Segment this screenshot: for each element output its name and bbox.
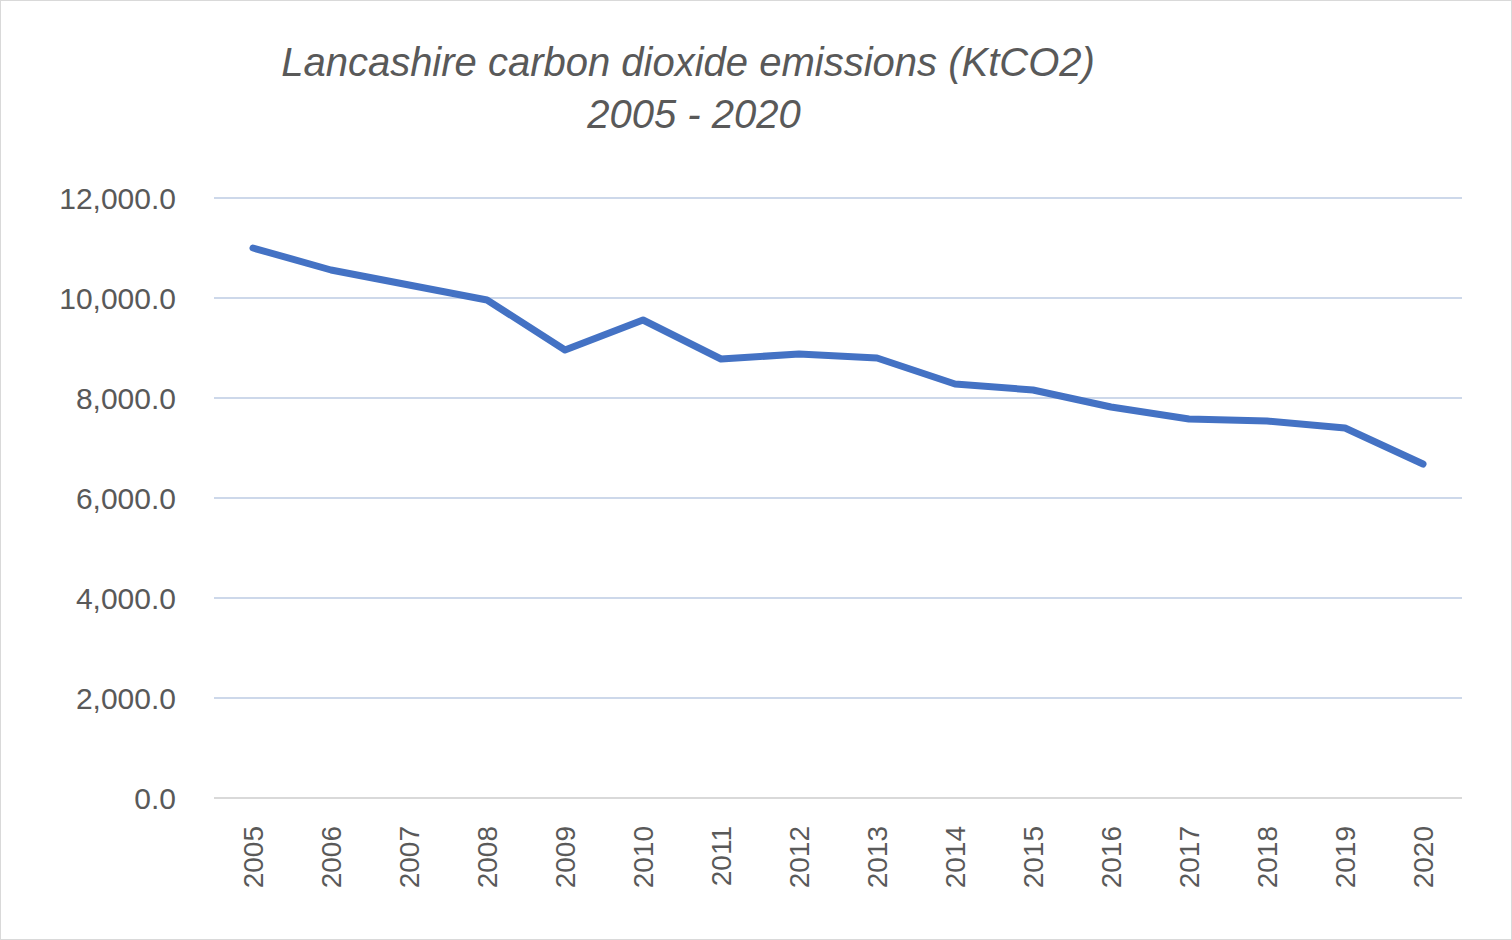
x-tick-label: 2014: [940, 826, 971, 888]
plot-area: [253, 248, 1423, 464]
y-tick-label: 6,000.0: [76, 482, 176, 515]
x-tick-label: 2008: [472, 826, 503, 888]
title-line: 2005 - 2020: [586, 92, 801, 136]
x-axis-line: [214, 797, 1462, 799]
chart-title: Lancashire carbon dioxide emissions (KtC…: [281, 40, 1095, 136]
x-tick-label: 2005: [238, 826, 269, 888]
x-tick-label: 2016: [1096, 826, 1127, 888]
x-tick-label: 2018: [1252, 826, 1283, 888]
grid-line: [214, 597, 1462, 599]
x-tick-label: 2012: [784, 826, 815, 888]
x-tick-label: 2015: [1018, 826, 1049, 888]
x-tick-label: 2007: [394, 826, 425, 888]
x-tick-label: 2006: [316, 826, 347, 888]
grid-line: [214, 797, 1462, 799]
grid-line: [214, 397, 1462, 399]
chart: Lancashire carbon dioxide emissions (KtC…: [0, 0, 1512, 940]
y-tick-label: 2,000.0: [76, 682, 176, 715]
y-tick-label: 0.0: [134, 782, 176, 815]
data-line: [253, 248, 1423, 464]
x-tick-label: 2013: [862, 826, 893, 888]
y-tick-label: 12,000.0: [59, 182, 176, 215]
grid-line: [214, 497, 1462, 499]
grid-line: [214, 697, 1462, 699]
x-tick-label: 2011: [706, 826, 737, 886]
y-tick-label: 4,000.0: [76, 582, 176, 615]
x-tick-label: 2017: [1174, 826, 1205, 888]
grid-line: [214, 197, 1462, 199]
x-tick-label: 2009: [550, 826, 581, 888]
title-line: Lancashire carbon dioxide emissions (KtC…: [281, 40, 1095, 84]
x-tick-label: 2019: [1330, 826, 1361, 888]
x-tick-label: 2010: [628, 826, 659, 888]
y-tick-label: 8,000.0: [76, 382, 176, 415]
x-tick-label: 2020: [1408, 826, 1439, 888]
y-tick-label: 10,000.0: [59, 282, 176, 315]
chart-frame: [1, 1, 1512, 940]
grid-line: [214, 297, 1462, 299]
